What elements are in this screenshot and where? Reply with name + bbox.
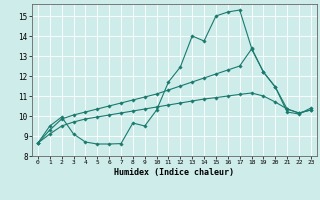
X-axis label: Humidex (Indice chaleur): Humidex (Indice chaleur) <box>115 168 234 177</box>
